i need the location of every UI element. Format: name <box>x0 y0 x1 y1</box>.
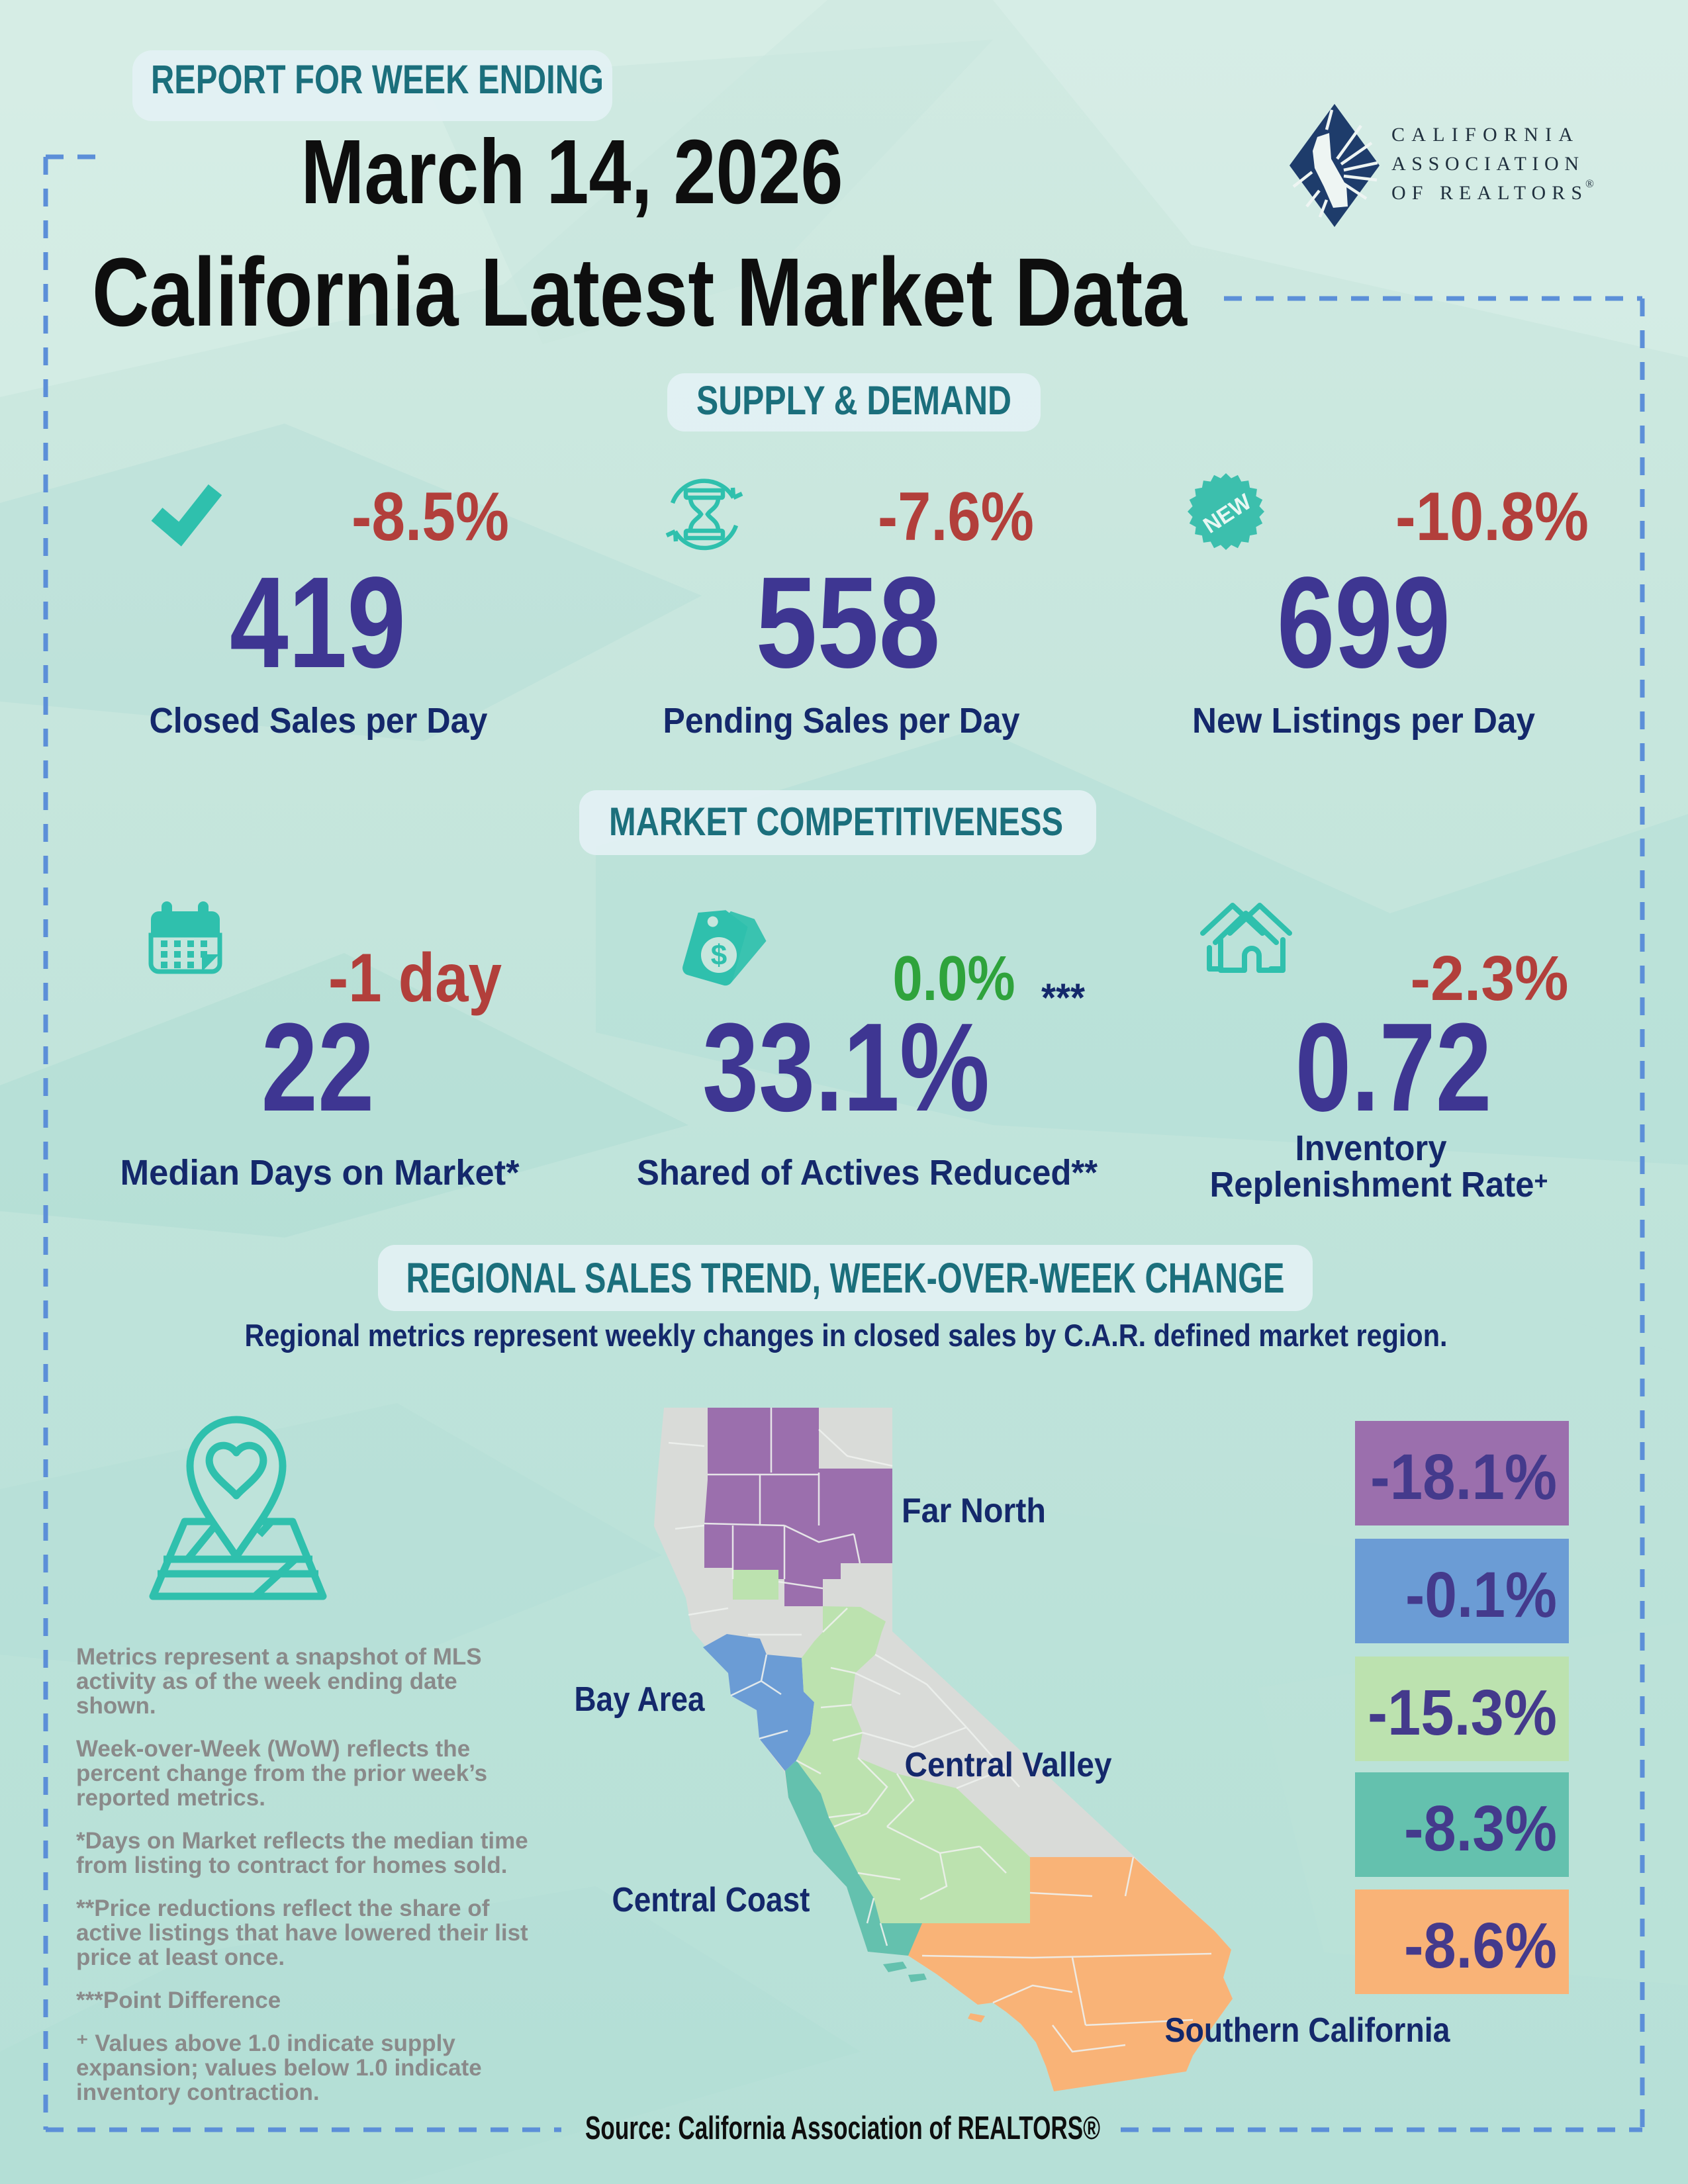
svg-text:Bay Area: Bay Area <box>575 1680 706 1719</box>
svg-text:New Listings per Day: New Listings per Day <box>1192 701 1535 741</box>
svg-text:Median Days on Market*: Median Days on Market* <box>120 1153 520 1193</box>
svg-text:shown.: shown. <box>76 1693 156 1719</box>
svg-text:-1 day: -1 day <box>328 940 502 1017</box>
svg-text:-18.1%: -18.1% <box>1370 1441 1557 1513</box>
svg-text:reported metrics.: reported metrics. <box>76 1785 265 1811</box>
svg-text:OF REALTORS: OF REALTORS <box>1391 182 1582 204</box>
svg-text:419: 419 <box>230 550 406 695</box>
svg-text:REPORT FOR WEEK ENDING: REPORT FOR WEEK ENDING <box>151 57 604 102</box>
svg-text:Central Valley: Central Valley <box>905 1746 1112 1784</box>
svg-text:CALIFORNIA: CALIFORNIA <box>1391 124 1573 146</box>
svg-text:-10.8%: -10.8% <box>1395 478 1589 555</box>
svg-text:Far North: Far North <box>902 1492 1046 1530</box>
svg-text:0.72: 0.72 <box>1295 997 1492 1138</box>
svg-text:®: ® <box>1585 177 1594 190</box>
svg-text:$: $ <box>711 939 727 972</box>
svg-text:22: 22 <box>261 997 375 1138</box>
svg-text:33.1%: 33.1% <box>702 997 990 1138</box>
svg-text:expansion; values below 1.0 in: expansion; values below 1.0 indicate <box>76 2055 482 2081</box>
svg-text:Source: California Association: Source: California Association of REALTO… <box>585 2111 1100 2146</box>
svg-text:*Days on Market reflects the m: *Days on Market reflects the median time <box>76 1828 528 1854</box>
svg-text:MARKET COMPETITIVENESS: MARKET COMPETITIVENESS <box>609 799 1063 844</box>
svg-text:-8.6%: -8.6% <box>1404 1909 1557 1981</box>
svg-text:Replenishment Rate+: Replenishment Rate+ <box>1210 1165 1548 1205</box>
svg-text:March 14, 2026: March 14, 2026 <box>301 121 843 223</box>
svg-text:Metrics represent a snapshot o: Metrics represent a snapshot of MLS <box>76 1644 482 1670</box>
svg-text:California Latest Market Data: California Latest Market Data <box>92 238 1188 347</box>
svg-text:Regional metrics represent wee: Regional metrics represent weekly change… <box>245 1318 1448 1353</box>
svg-text:Closed Sales per Day: Closed Sales per Day <box>150 701 488 741</box>
svg-text:699: 699 <box>1277 550 1450 695</box>
svg-text:active listings that have lowe: active listings that have lowered their … <box>76 1920 528 1946</box>
svg-text:inventory contraction.: inventory contraction. <box>76 2079 320 2105</box>
svg-text:-8.5%: -8.5% <box>352 478 509 555</box>
svg-text:-2.3%: -2.3% <box>1411 943 1569 1014</box>
svg-text:-15.3%: -15.3% <box>1368 1676 1557 1749</box>
svg-text:⁺ Values above 1.0 indicate su: ⁺ Values above 1.0 indicate supply <box>76 2030 455 2056</box>
svg-text:price at least once.: price at least once. <box>76 1944 285 1970</box>
svg-text:***Point Difference: ***Point Difference <box>76 1987 281 2013</box>
svg-text:from listing to contract for h: from listing to contract for homes sold. <box>76 1852 507 1878</box>
svg-text:SUPPLY & DEMAND: SUPPLY & DEMAND <box>696 378 1011 423</box>
svg-text:***: *** <box>1041 976 1086 1020</box>
svg-text:activity as of the week ending: activity as of the week ending date <box>76 1668 457 1694</box>
svg-text:Shared of Actives Reduced**: Shared of Actives Reduced** <box>637 1153 1098 1193</box>
svg-text:Central Coast: Central Coast <box>612 1881 810 1919</box>
svg-text:-7.6%: -7.6% <box>878 478 1034 555</box>
svg-text:-8.3%: -8.3% <box>1404 1792 1557 1864</box>
svg-text:0.0%: 0.0% <box>893 943 1015 1014</box>
svg-text:Inventory: Inventory <box>1295 1128 1447 1168</box>
svg-text:**Price reductions reflect the: **Price reductions reflect the share of <box>76 1895 490 1921</box>
svg-text:Week-over-Week (WoW) reflects: Week-over-Week (WoW) reflects the <box>76 1736 470 1762</box>
svg-text:REGIONAL SALES TREND, WEEK-OVE: REGIONAL SALES TREND, WEEK-OVER-WEEK CHA… <box>406 1254 1285 1302</box>
svg-text:Pending Sales per Day: Pending Sales per Day <box>663 701 1020 741</box>
svg-text:percent change from the prior: percent change from the prior week’s <box>76 1760 487 1786</box>
svg-text:ASSOCIATION: ASSOCIATION <box>1391 153 1579 175</box>
svg-text:-0.1%: -0.1% <box>1405 1559 1557 1631</box>
svg-text:558: 558 <box>756 550 941 695</box>
svg-text:Southern California: Southern California <box>1165 2011 1451 2050</box>
